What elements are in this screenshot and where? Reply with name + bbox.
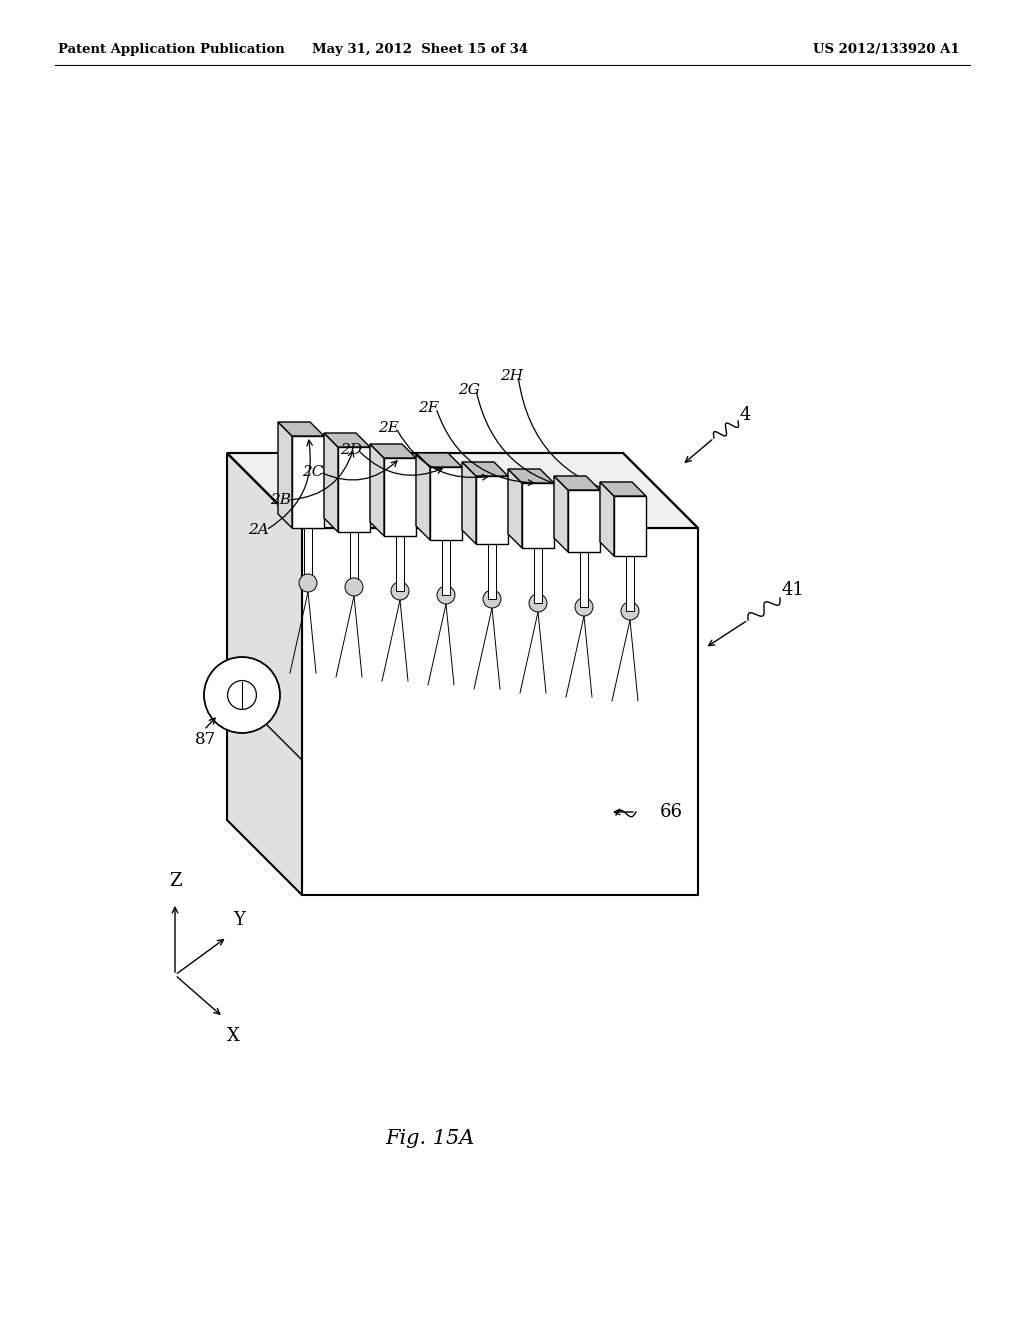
Text: 66: 66 [660,803,683,821]
Polygon shape [384,458,416,536]
Text: 4: 4 [740,407,752,424]
Circle shape [391,582,409,601]
Text: 41: 41 [782,581,805,599]
Circle shape [437,586,455,605]
Text: 2D: 2D [340,444,362,457]
Circle shape [299,574,317,591]
Text: 2E: 2E [378,421,399,436]
Circle shape [345,578,362,597]
Polygon shape [416,453,430,540]
Text: May 31, 2012  Sheet 15 of 34: May 31, 2012 Sheet 15 of 34 [312,44,528,57]
Text: Fig. 15A: Fig. 15A [385,1129,475,1147]
Circle shape [621,602,639,620]
Polygon shape [554,477,568,552]
Text: US 2012/133920 A1: US 2012/133920 A1 [813,44,961,57]
Polygon shape [278,422,292,528]
Polygon shape [522,483,554,548]
Text: X: X [227,1027,240,1045]
Circle shape [575,598,593,616]
Polygon shape [534,548,542,603]
Polygon shape [396,536,404,591]
Polygon shape [626,556,634,611]
Polygon shape [416,453,462,467]
Polygon shape [462,462,476,544]
Polygon shape [600,482,614,556]
Circle shape [204,657,280,733]
Polygon shape [462,462,508,477]
Text: Z: Z [169,873,181,890]
Circle shape [483,590,501,609]
Text: 2B: 2B [270,492,291,507]
Text: 87: 87 [195,731,216,748]
Polygon shape [292,436,324,528]
Polygon shape [227,453,302,895]
Polygon shape [324,433,338,532]
Polygon shape [568,490,600,552]
Text: Patent Application Publication: Patent Application Publication [58,44,285,57]
Polygon shape [554,477,600,490]
Polygon shape [430,467,462,540]
Text: 2H: 2H [500,370,523,383]
Polygon shape [508,469,554,483]
Polygon shape [600,482,646,496]
Polygon shape [476,477,508,544]
Text: 2G: 2G [458,383,480,397]
Polygon shape [508,469,522,548]
Polygon shape [370,444,416,458]
Polygon shape [227,453,698,528]
Text: Y: Y [233,911,245,929]
Polygon shape [350,532,358,587]
Polygon shape [304,528,312,583]
Polygon shape [338,447,370,532]
Text: 2A: 2A [248,523,268,537]
Text: 2C: 2C [302,465,324,479]
Polygon shape [580,552,588,607]
Circle shape [227,681,256,709]
Polygon shape [370,444,384,536]
Polygon shape [302,528,698,895]
Text: 2F: 2F [418,401,438,414]
Polygon shape [278,422,324,436]
Polygon shape [488,544,496,599]
Polygon shape [614,496,646,556]
Polygon shape [442,540,450,595]
Polygon shape [324,433,370,447]
Circle shape [529,594,547,612]
